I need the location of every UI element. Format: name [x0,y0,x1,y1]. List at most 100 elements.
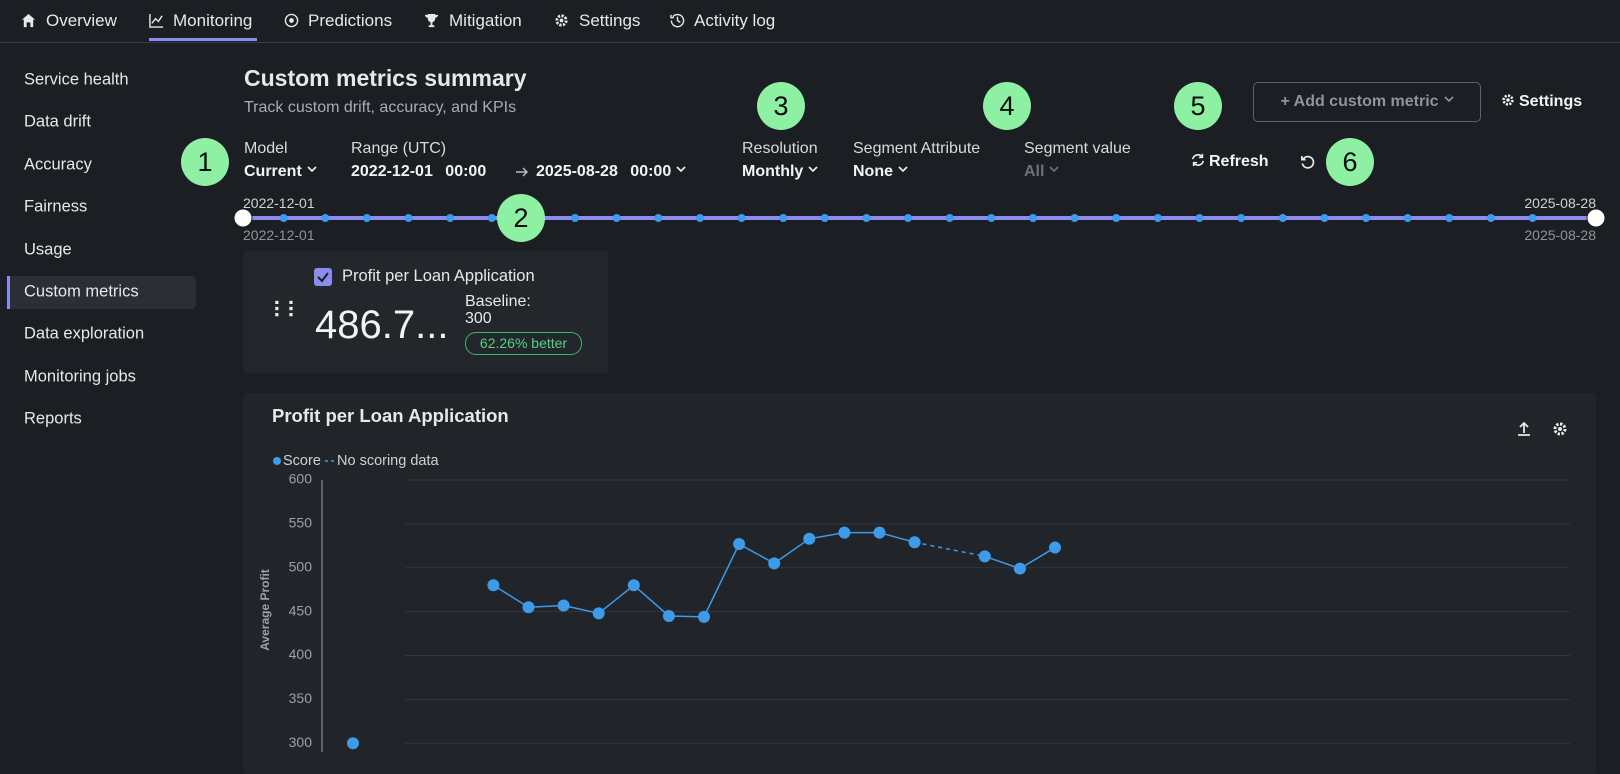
nav-item[interactable]: Overview [46,11,117,30]
home-icon [21,13,36,28]
resolution-select[interactable]: Monthly [742,163,818,181]
sidebar-item[interactable]: Data drift [24,112,91,131]
control-value: Current [244,163,302,180]
slider-handle[interactable] [233,208,253,228]
control-value: Monthly [742,163,804,180]
nav-item[interactable]: Activity log [694,11,776,30]
slider-step [279,214,288,222]
drag-handle[interactable]: ⠇⠇ [272,298,302,323]
sidebar-item[interactable]: Reports [24,409,82,428]
slider-step [1195,214,1204,222]
slider-step [1528,214,1537,222]
active-underline [149,38,257,41]
slider-step [1320,214,1329,222]
reset-button[interactable] [1300,155,1315,170]
slider-step [945,214,954,222]
segment-value-select[interactable]: All [1024,163,1060,181]
chevron [1443,96,1454,103]
nav-item[interactable]: Settings [579,11,641,30]
metric-name: Profit per Loan Application [342,267,535,285]
slider-handle[interactable] [1586,208,1606,228]
active-item-bar [7,276,10,309]
top-nav: Overview Monitoring Predictions Mitigati… [0,0,1620,43]
slider-step [737,214,746,222]
gear-icon [1502,94,1514,106]
sidebar-item[interactable]: Service health [24,70,129,89]
nav-item[interactable]: Monitoring [173,11,253,30]
slider-step [1362,214,1371,222]
annotation-badge: 6 [1326,138,1374,186]
slider-step [1486,214,1495,222]
slider-step [695,214,704,222]
slider-step [862,214,871,222]
check-icon [317,272,329,283]
slider-start-top: 2022-12-01 [243,195,315,211]
refresh-button[interactable]: Refresh [1191,153,1269,171]
slider-step [654,214,663,222]
slider-step [1028,214,1037,222]
control-label: Range (UTC) [351,140,447,157]
slider-step [1153,214,1162,222]
slider-step [446,214,455,222]
slider-step [612,214,621,222]
annotation-badge: 3 [757,82,805,130]
range-end: 2025-08-28 00:00 [536,163,672,180]
sidebar-item[interactable]: Monitoring jobs [24,367,136,386]
trophy-icon [424,13,439,28]
slider-step [987,214,996,222]
chart-title: Profit per Loan Application [272,405,509,426]
slider-step [571,214,580,222]
annotation-badge: 5 [1174,82,1222,130]
settings-label: Settings [1519,93,1583,110]
sidebar-item[interactable]: Accuracy [24,155,92,174]
settings-button[interactable]: Settings [1501,93,1582,111]
add-custom-metric-button[interactable]: + Add custom metric [1253,82,1481,122]
refresh-label: Refresh [1209,153,1269,170]
slider-step [1070,214,1079,222]
range-end-select[interactable]: 2025-08-28 00:00 [536,163,686,181]
metric-checkbox[interactable] [314,268,332,286]
control-value: All [1024,163,1045,180]
slider-end-top: 2025-08-28 [1524,195,1596,211]
range-start[interactable]: 2022-12-01 00:00 [351,163,487,180]
baseline-label: Baseline: [465,293,531,310]
slider-step [1112,214,1121,222]
slider-step [321,214,330,222]
chart-settings-button[interactable] [1552,421,1568,437]
slider-start-bottom: 2022-12-01 [243,227,315,243]
slider-step [820,214,829,222]
active-item-bg [7,276,196,309]
control-value: None [853,163,893,180]
annotation-badge: 4 [983,82,1031,130]
chevron [898,166,908,173]
slider-step [1237,214,1246,222]
sidebar-item[interactable]: Custom metrics [24,282,139,301]
sidebar-item[interactable]: Data exploration [24,324,145,343]
model-select[interactable]: Current [244,163,317,181]
gear-icon [555,14,568,27]
control-label: Segment value [1024,140,1131,157]
metric-value: 486.7... [315,303,449,347]
sidebar-item[interactable]: Usage [24,240,72,259]
slider-step [779,214,788,222]
page-title: Custom metrics summary [244,65,527,91]
range-arrow [516,167,529,177]
slider-step [487,214,496,222]
nav-item[interactable]: Mitigation [449,11,522,30]
page-subtitle: Track custom drift, accuracy, and KPIs [244,99,517,116]
slider-step [1445,214,1454,222]
slider-step [1278,214,1287,222]
change-pill: 62.26% better [465,332,582,355]
chart-icon [149,13,164,28]
history-icon [670,13,685,28]
segment-attribute-select[interactable]: None [853,163,908,181]
sidebar-item[interactable]: Fairness [24,197,88,216]
chevron [1049,166,1060,173]
button-label: + Add custom metric [1280,93,1439,110]
annotation-badge: 1 [181,138,229,186]
chevron [676,166,686,173]
slider-step [404,214,413,222]
export-button[interactable] [1516,421,1532,437]
nav-item[interactable]: Predictions [308,11,393,30]
summary-card [243,251,608,373]
